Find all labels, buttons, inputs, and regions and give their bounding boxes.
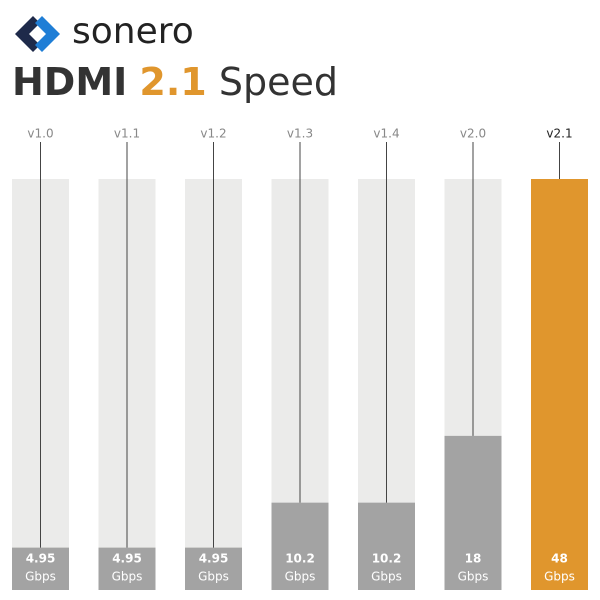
- unit-label: Gbps: [112, 570, 143, 584]
- unit-label: Gbps: [544, 570, 575, 584]
- unit-label: Gbps: [458, 570, 489, 584]
- logo-chevron-right: [35, 16, 60, 52]
- bar: [271, 502, 329, 590]
- value-label: 48: [551, 552, 568, 566]
- value-label: 4.95: [26, 552, 56, 566]
- x-tick-label: v1.2: [200, 127, 226, 141]
- title-part: Speed: [219, 60, 338, 104]
- unit-label: Gbps: [285, 570, 316, 584]
- x-tick-label: v2.1: [546, 127, 572, 141]
- x-tick-label: v2.0: [460, 127, 486, 141]
- x-tick-label: v1.0: [27, 127, 53, 141]
- bar: [358, 502, 415, 590]
- x-tick-label: v1.3: [287, 127, 313, 141]
- title-part: HDMI: [12, 60, 127, 104]
- x-tick-label: v1.4: [373, 127, 399, 141]
- bar: [98, 547, 156, 590]
- brand: sonero: [72, 11, 194, 52]
- value-label: 10.2: [372, 552, 402, 566]
- bar: [185, 547, 242, 590]
- bar: [531, 179, 588, 590]
- value-label: 4.95: [112, 552, 142, 566]
- logo-chevron-left: [15, 16, 40, 52]
- value-label: 18: [465, 552, 482, 566]
- x-tick-label: v1.1: [114, 127, 140, 141]
- logo-icon: [15, 16, 60, 52]
- unit-label: Gbps: [198, 570, 229, 584]
- chart-title: HDMI 2.1 Speed: [12, 60, 338, 104]
- value-label: 4.95: [199, 552, 229, 566]
- bar: [12, 547, 69, 590]
- unit-label: Gbps: [25, 570, 56, 584]
- unit-label: Gbps: [371, 570, 402, 584]
- bar: [444, 435, 502, 590]
- title-part: 2.1: [139, 60, 206, 104]
- value-label: 10.2: [285, 552, 315, 566]
